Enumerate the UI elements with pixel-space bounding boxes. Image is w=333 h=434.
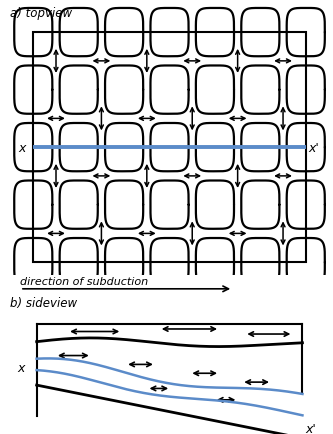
Text: a) topview: a) topview	[10, 7, 72, 20]
Text: x': x'	[305, 422, 316, 434]
Text: direction of subduction: direction of subduction	[20, 276, 148, 286]
Text: b) sideview: b) sideview	[10, 296, 77, 309]
Text: x': x'	[309, 141, 320, 154]
Bar	[33, 33, 306, 263]
Text: x: x	[18, 141, 26, 154]
Text: x: x	[17, 361, 24, 374]
